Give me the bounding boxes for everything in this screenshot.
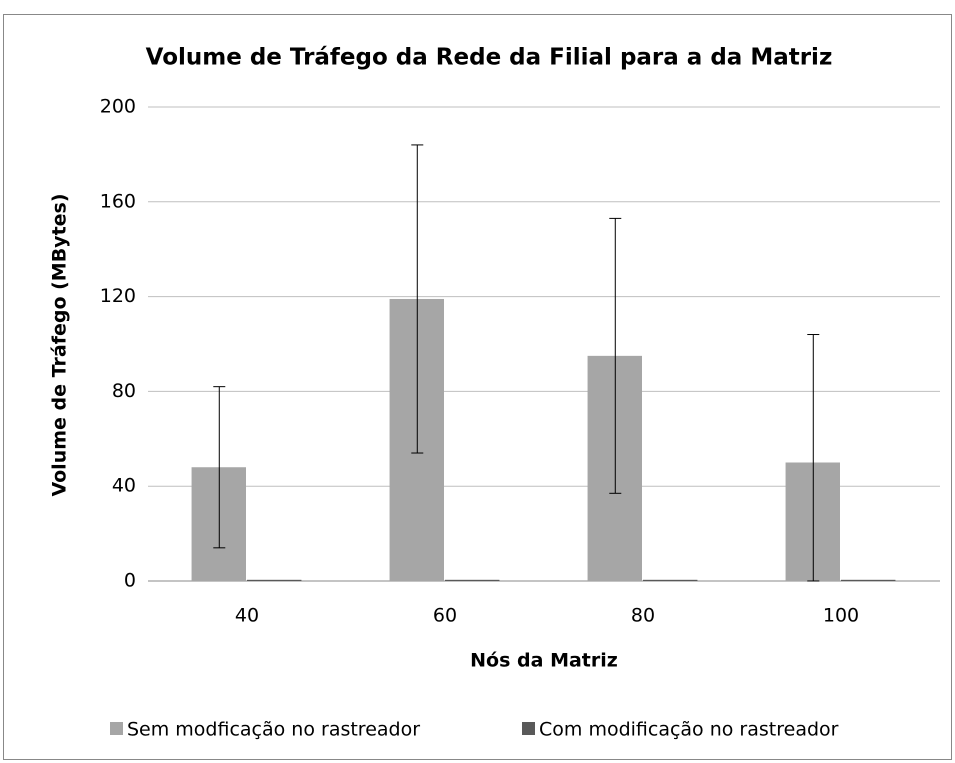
y-tick-label: 120: [100, 285, 136, 307]
y-tick-label: 0: [124, 570, 136, 592]
y-tick-label: 40: [112, 475, 136, 497]
y-axis-label: Volume de Tráfego (MBytes): [49, 193, 71, 496]
y-tick-label: 80: [112, 380, 136, 402]
bar: [445, 579, 500, 581]
x-tick-label: 60: [433, 605, 457, 627]
x-tick-label: 80: [631, 605, 655, 627]
bar: [841, 579, 896, 581]
legend-swatch: [522, 722, 535, 735]
legend-swatch: [110, 722, 123, 735]
error-bar: [609, 217, 622, 494]
error-bar: [213, 386, 226, 549]
bar: [643, 579, 698, 581]
x-axis-label: Nós da Matriz: [470, 650, 618, 672]
legend-label: Com modificação no rastreador: [539, 719, 839, 741]
y-tick-label: 160: [100, 190, 136, 212]
error-bar: [807, 334, 820, 582]
x-tick-label: 40: [235, 605, 259, 627]
x-tick-label: 100: [823, 605, 859, 627]
error-bar: [411, 144, 424, 454]
chart-title: Volume de Tráfego da Rede da Filial para…: [146, 45, 833, 71]
bar: [247, 579, 302, 581]
legend-label: Sem modficação no rastreador: [127, 719, 420, 741]
chart-border: [3, 14, 952, 760]
y-tick-label: 200: [100, 96, 136, 118]
